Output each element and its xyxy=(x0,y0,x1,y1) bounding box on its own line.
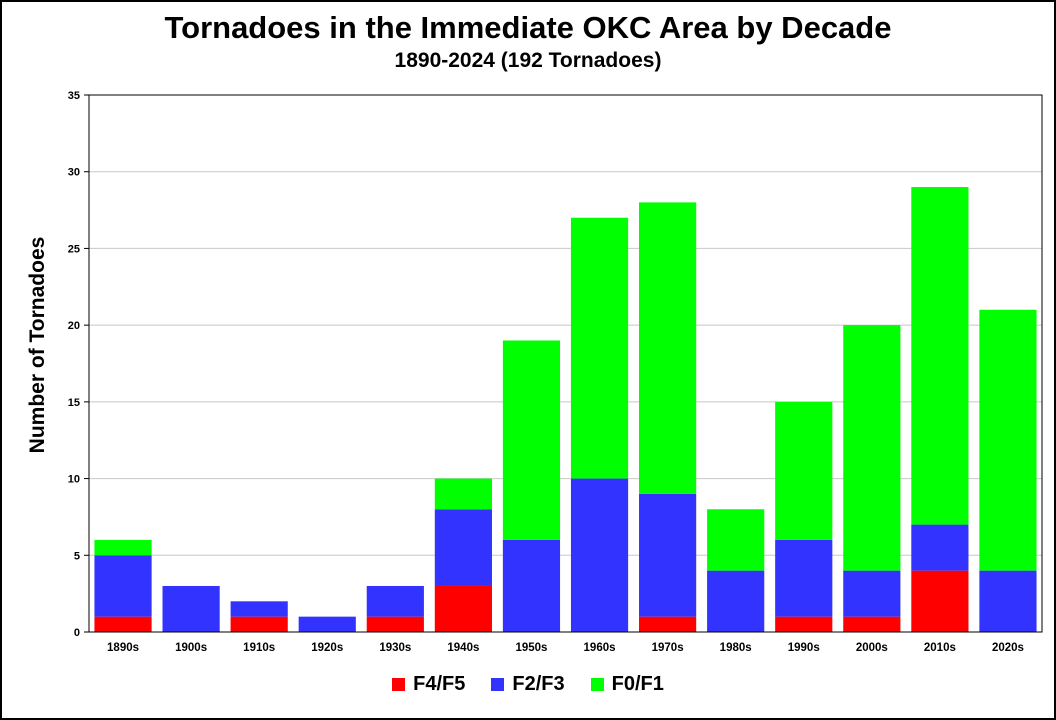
legend-item-f0f1: F0/F1 xyxy=(590,673,664,696)
bar-f2f3-1900s xyxy=(162,585,220,632)
bar-f0f1-2020s xyxy=(979,309,1037,571)
x-tick-label: 2010s xyxy=(924,642,956,654)
x-tick-label: 1940s xyxy=(447,642,479,654)
x-tick-label: 1960s xyxy=(584,642,616,654)
bar-f2f3-2000s xyxy=(843,570,901,617)
bar-f0f1-2010s xyxy=(911,187,969,525)
y-tick-label: 30 xyxy=(68,167,80,179)
bar-f2f3-1920s xyxy=(298,616,356,632)
bar-f0f1-1890s xyxy=(94,539,152,556)
bar-f2f3-2010s xyxy=(911,524,969,571)
bar-f4f5-1910s xyxy=(230,616,288,632)
bar-f0f1-1940s xyxy=(434,478,492,510)
y-tick-label: 25 xyxy=(68,243,80,255)
legend-swatch-f4f5 xyxy=(392,678,406,691)
bar-f2f3-1960s xyxy=(570,478,629,632)
x-tick-label: 2000s xyxy=(856,642,888,654)
bar-f4f5-2000s xyxy=(843,616,901,632)
bar-f2f3-2020s xyxy=(979,570,1037,632)
x-tick-label: 1990s xyxy=(788,642,820,654)
legend-label-f2f3: F2/F3 xyxy=(512,673,565,695)
bar-f2f3-1990s xyxy=(775,539,833,617)
legend-swatch-f2f3 xyxy=(491,678,505,691)
bar-f2f3-1890s xyxy=(94,555,152,617)
bar-f0f1-1970s xyxy=(639,202,697,494)
bar-f2f3-1940s xyxy=(434,509,492,586)
y-tick-label: 35 xyxy=(68,90,80,102)
x-tick-label: 1910s xyxy=(243,642,275,654)
y-tick-label: 0 xyxy=(74,627,80,639)
y-tick-label: 20 xyxy=(68,320,80,332)
bar-f0f1-1980s xyxy=(707,509,765,571)
legend-label-f0f1: F0/F1 xyxy=(611,673,664,695)
bar-f4f5-1940s xyxy=(434,585,492,632)
y-tick-label: 15 xyxy=(68,397,80,409)
bar-f2f3-1930s xyxy=(366,585,424,617)
bar-f2f3-1980s xyxy=(707,570,765,632)
bar-f0f1-1990s xyxy=(775,401,833,540)
bar-f2f3-1970s xyxy=(639,493,697,617)
legend-item-f4f5: F4/F5 xyxy=(392,673,465,696)
bar-f2f3-1950s xyxy=(502,539,561,632)
chart-subtitle: 1890-2024 (192 Tornadoes) xyxy=(394,49,662,72)
bar-f4f5-1890s xyxy=(94,616,152,632)
bar-f4f5-1970s xyxy=(639,616,697,632)
x-tick-label: 1890s xyxy=(107,642,139,654)
bar-f4f5-1990s xyxy=(775,616,833,632)
chart-title: Tornadoes in the Immediate OKC Area by D… xyxy=(164,10,892,45)
legend-label-f4f5: F4/F5 xyxy=(413,673,466,695)
bar-f4f5-1930s xyxy=(366,616,424,632)
bar-f2f3-1910s xyxy=(230,601,288,617)
plot-area-border xyxy=(88,94,1043,633)
x-tick-label: 1950s xyxy=(515,642,547,654)
x-tick-label: 1900s xyxy=(175,642,207,654)
legend-item-f2f3: F2/F3 xyxy=(491,673,565,696)
x-tick-label: 2020s xyxy=(992,642,1024,654)
x-tick-label: 1930s xyxy=(379,642,411,654)
y-tick-label: 5 xyxy=(74,550,80,562)
y-tick-label: 10 xyxy=(68,474,80,486)
legend: F4/F5 F2/F3 F0/F1 xyxy=(0,673,1056,696)
bar-f0f1-1950s xyxy=(502,340,561,540)
bar-f0f1-2000s xyxy=(843,325,901,571)
bar-f0f1-1960s xyxy=(570,217,629,479)
x-tick-label: 1970s xyxy=(652,642,684,654)
x-tick-label: 1980s xyxy=(720,642,752,654)
bar-f4f5-2010s xyxy=(911,570,969,632)
legend-swatch-f0f1 xyxy=(590,678,604,691)
x-tick-label: 1920s xyxy=(311,642,343,654)
